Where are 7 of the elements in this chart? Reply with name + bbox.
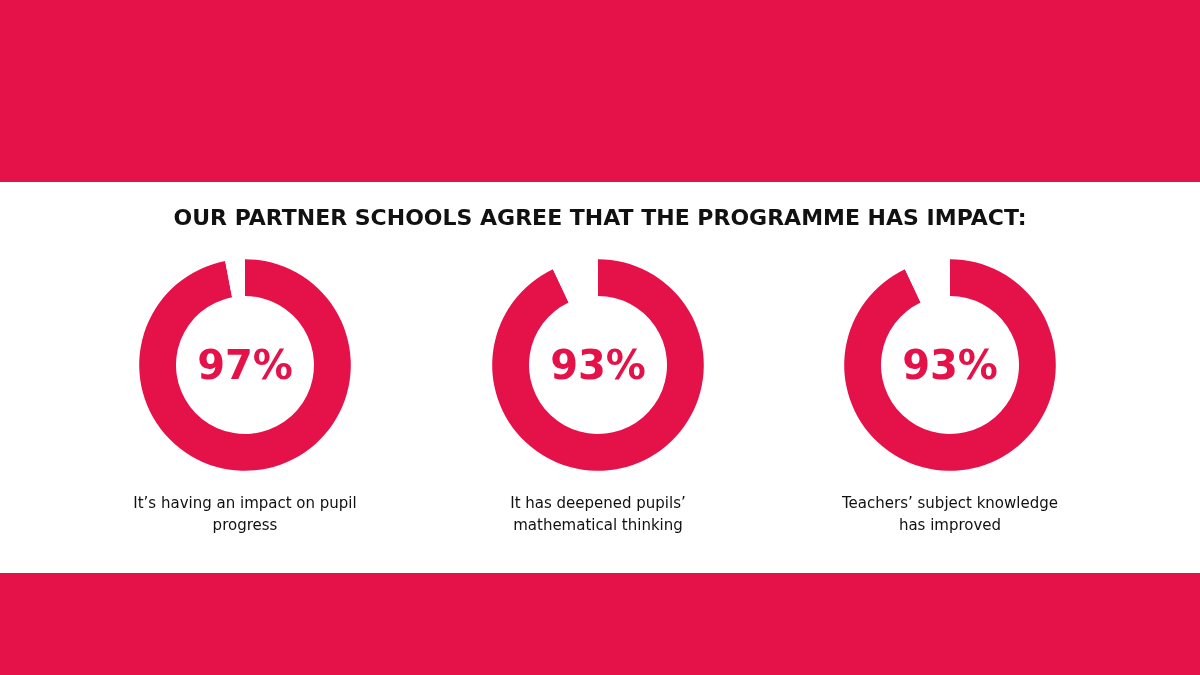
text: It’s having an impact on pupil progress [132, 493, 358, 536]
data-label: 93% [550, 342, 646, 388]
data-label: 93% [902, 342, 998, 388]
text: Teachers’ subject knowledge has improved [841, 493, 1059, 536]
text: It has deepened pupils’ mathematical thinking [509, 493, 687, 536]
text: OUR PARTNER SCHOOLS AGREE THAT THE PROGRAMME HAS IMPACT: [172, 205, 1028, 230]
data-label: 97% [197, 342, 293, 388]
